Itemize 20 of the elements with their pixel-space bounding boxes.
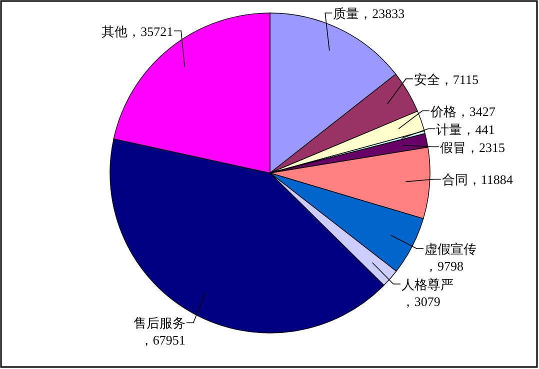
- slice-label: 其他: [102, 24, 128, 39]
- slice-label: 安全: [414, 72, 440, 87]
- slice-label: 虚假宣传: [424, 242, 477, 257]
- data-label: ，7115: [440, 72, 478, 87]
- slice-label: 合同: [442, 172, 468, 188]
- slice-label: 计量: [436, 122, 462, 137]
- data-label: ，3427: [456, 104, 496, 119]
- slice-label: 假冒: [440, 140, 466, 155]
- data-label: ，11884: [468, 172, 514, 188]
- slice-label: 价格: [429, 104, 456, 119]
- data-label: ，35721: [128, 24, 174, 39]
- slice-label: 质量: [333, 6, 360, 21]
- data-label: ，441: [462, 122, 495, 137]
- slice-label: 人格尊严: [401, 277, 454, 292]
- data-label: ，9798: [424, 258, 464, 274]
- slice-label: 售后服务: [133, 316, 186, 331]
- data-label: ，3079: [401, 294, 440, 309]
- data-label: ，67951: [140, 332, 186, 348]
- data-label: ，2315: [466, 140, 505, 155]
- data-label: ，23833: [359, 6, 405, 21]
